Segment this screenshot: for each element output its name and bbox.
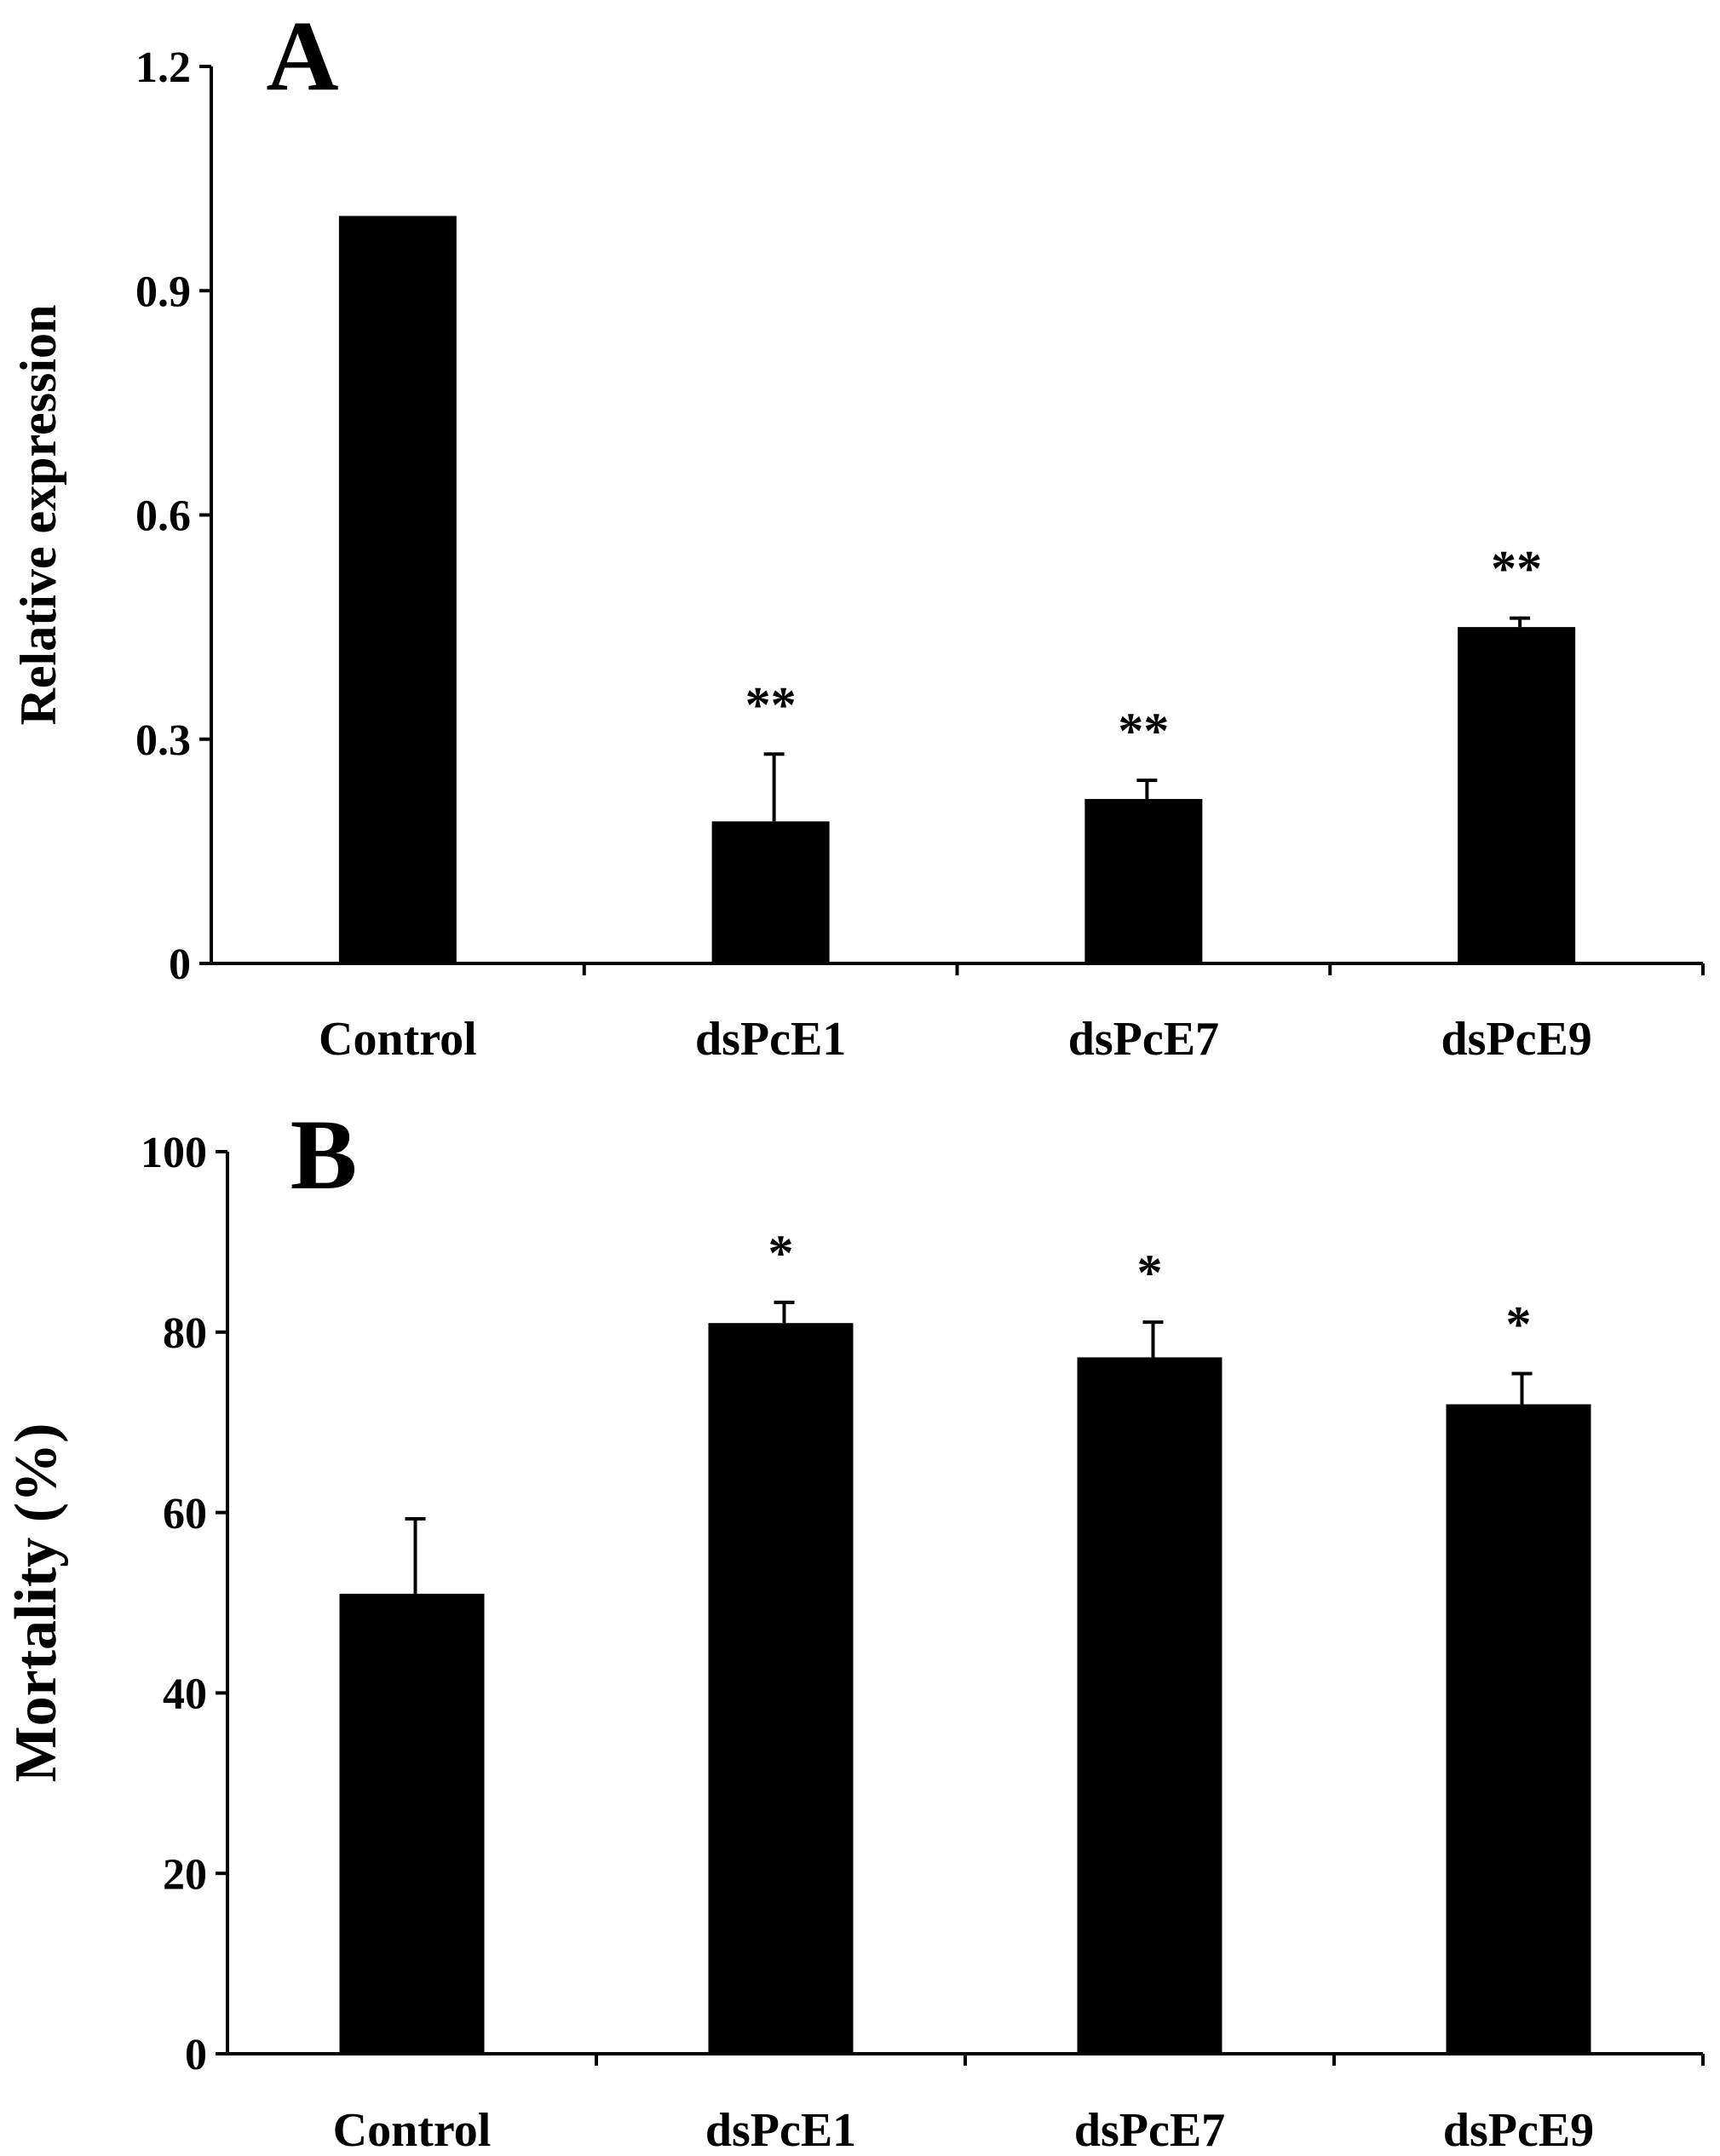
bar-dspce9 <box>1446 1404 1591 2054</box>
y-axis-title: Relative expression <box>10 305 66 726</box>
bar-dspce7 <box>1084 798 1203 963</box>
y-tick-label: 0.3 <box>135 716 191 765</box>
bar-dspce1 <box>708 1323 854 2054</box>
significance-marker: * <box>768 1225 794 1281</box>
x-category-label: Control <box>319 1013 477 1066</box>
bar-dspce7 <box>1077 1357 1222 2054</box>
y-axis-title: Mortality (%) <box>3 1423 69 1783</box>
y-tick-label: 1.2 <box>135 43 191 92</box>
significance-marker: ** <box>745 676 797 733</box>
x-category-label: dsPcE7 <box>1068 1013 1219 1066</box>
x-category-label: dsPcE9 <box>1443 2104 1594 2156</box>
x-category-label: Control <box>333 2104 492 2156</box>
bar-dspce9 <box>1458 627 1576 963</box>
significance-marker: ** <box>1491 541 1542 597</box>
x-category-label: dsPcE9 <box>1441 1013 1591 1066</box>
y-tick-label: 0.6 <box>135 492 191 541</box>
panel-label: B <box>291 1099 358 1210</box>
significance-marker: * <box>1506 1296 1532 1353</box>
bar-dspce1 <box>711 821 830 963</box>
bar-control <box>338 216 457 963</box>
panel-label: A <box>266 0 338 112</box>
x-category-label: dsPcE7 <box>1074 2104 1225 2156</box>
significance-marker: ** <box>1118 703 1169 759</box>
y-tick-label: 20 <box>163 1850 207 1899</box>
y-tick-label: 40 <box>163 1670 207 1719</box>
x-category-label: dsPcE1 <box>695 1013 846 1066</box>
y-tick-label: 0 <box>169 940 191 989</box>
bar-control <box>339 1593 485 2054</box>
y-tick-label: 100 <box>141 1129 207 1177</box>
y-tick-label: 60 <box>163 1490 207 1538</box>
y-tick-label: 0.9 <box>135 267 191 316</box>
significance-marker: * <box>1137 1245 1163 1301</box>
y-tick-label: 80 <box>163 1309 207 1358</box>
x-category-label: dsPcE1 <box>705 2104 856 2156</box>
panel-a-relative-expression-chart: 0 0.3 0.6 0.9 1.2 Control ** dsPcE1 ** dsPcE7 ** ds… <box>10 0 1705 1066</box>
y-tick-label: 0 <box>185 2031 207 2079</box>
panel-b-mortality-chart: 0 20 40 60 80 100 Control * dsPcE1 * dsPcE7 * dsPcE9… <box>3 1099 1705 2156</box>
